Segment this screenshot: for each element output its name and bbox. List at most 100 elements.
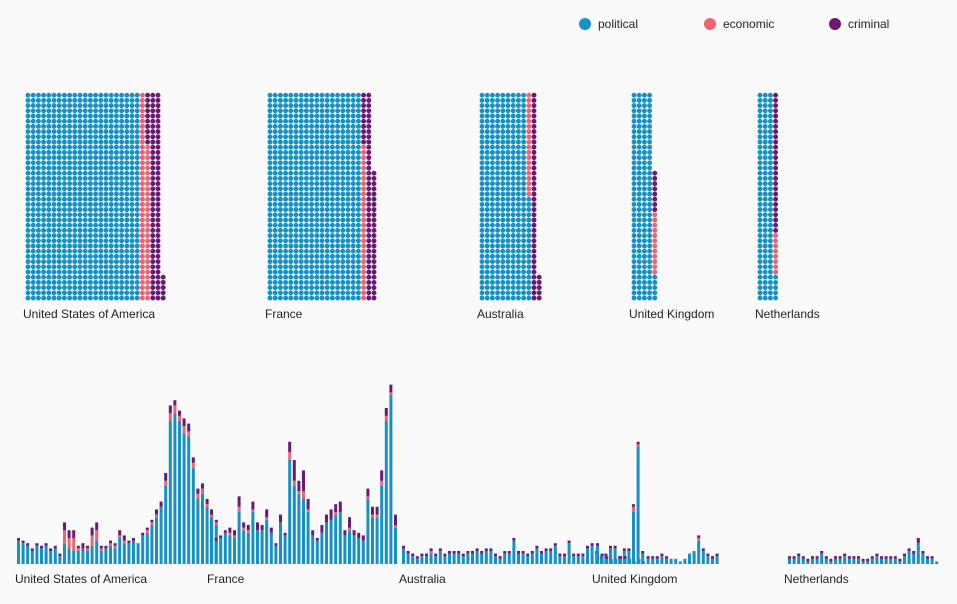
waffle-dot-political	[314, 212, 320, 218]
waffle-dot-criminal	[361, 139, 367, 145]
waffle-dot-political	[329, 113, 335, 119]
waffle-dot-criminal	[531, 144, 537, 150]
waffle-dot-political	[762, 186, 768, 192]
waffle-dot-political	[61, 118, 67, 124]
waffle-dot-political	[495, 238, 501, 244]
waffle-dot-political	[51, 123, 57, 129]
waffle-dot-criminal	[150, 92, 156, 98]
waffle-dot-political	[129, 108, 135, 114]
bar-segment-criminal	[72, 530, 76, 538]
waffle-dot-political	[98, 274, 104, 280]
waffle-dot-criminal	[145, 139, 151, 145]
waffle-country-label: Australia	[477, 307, 524, 321]
waffle-dot-economic	[139, 134, 145, 140]
waffle-dot-political	[35, 97, 41, 103]
waffle-dot-political	[309, 217, 315, 223]
bar-segment-criminal	[609, 545, 612, 549]
waffle-dot-political	[505, 259, 511, 265]
waffle-dot-political	[67, 253, 73, 259]
bar-segment-political	[521, 553, 525, 564]
bar-segment-criminal	[641, 551, 645, 554]
waffle-country-label: France	[265, 307, 303, 321]
waffle-dot-political	[35, 269, 41, 275]
waffle-dot-political	[647, 103, 653, 109]
waffle-dot-political	[98, 144, 104, 150]
waffle-dot-economic	[145, 149, 151, 155]
bar-segment-political	[343, 535, 347, 564]
waffle-dot-political	[41, 264, 47, 270]
waffle-dot-political	[113, 113, 119, 119]
waffle-dot-political	[350, 295, 356, 301]
bar-segment-criminal	[834, 556, 837, 559]
bar-segment-political	[109, 545, 112, 564]
waffle-dot-political	[41, 222, 47, 228]
waffle-dot-political	[647, 243, 653, 249]
waffle-dot-political	[288, 139, 294, 145]
waffle-dot-political	[484, 92, 490, 98]
waffle-dot-political	[495, 264, 501, 270]
waffle-dot-political	[505, 264, 511, 270]
waffle-dot-political	[124, 207, 130, 213]
waffle-dot-political	[762, 259, 768, 265]
bar-segment-criminal	[132, 538, 135, 541]
waffle-dot-political	[505, 113, 511, 119]
waffle-dot-economic	[139, 149, 145, 155]
waffle-dot-political	[500, 290, 506, 296]
waffle-dot-political	[319, 113, 325, 119]
waffle-dot-political	[495, 222, 501, 228]
waffle-dot-political	[98, 97, 104, 103]
waffle-dot-political	[77, 290, 83, 296]
bar-segment-criminal	[402, 545, 405, 549]
bar-segment-criminal	[21, 540, 25, 544]
waffle-dot-political	[335, 123, 341, 129]
waffle-dot-criminal	[366, 290, 372, 296]
waffle-dot-political	[113, 233, 119, 239]
waffle-dot-political	[41, 103, 47, 109]
waffle-dot-political	[319, 212, 325, 218]
bar-segment-political	[609, 548, 612, 564]
waffle-dot-political	[119, 207, 125, 213]
waffle-dot-political	[30, 97, 36, 103]
waffle-dot-political	[56, 149, 62, 155]
bar-segment-economic	[246, 530, 250, 533]
waffle-dot-political	[272, 212, 278, 218]
waffle-dot-political	[510, 217, 516, 223]
waffle-dot-political	[489, 97, 495, 103]
waffle-dot-political	[495, 103, 501, 109]
waffle-dot-political	[124, 233, 130, 239]
waffle-dot-criminal	[371, 233, 377, 239]
waffle-dot-political	[67, 212, 73, 218]
waffle-dot-political	[510, 233, 516, 239]
waffle-dot-political	[636, 139, 642, 145]
bar-segment-political	[371, 517, 374, 564]
waffle-dot-political	[77, 113, 83, 119]
waffle-dot-political	[272, 248, 278, 254]
waffle-dot-political	[82, 279, 88, 285]
waffle-dot-political	[119, 191, 125, 197]
waffle-dot-political	[98, 149, 104, 155]
waffle-dot-political	[51, 238, 57, 244]
waffle-dot-political	[87, 201, 93, 207]
waffle-dot-political	[324, 264, 330, 270]
waffle-dot-political	[119, 108, 125, 114]
waffle-dot-political	[46, 139, 52, 145]
waffle-dot-criminal	[150, 201, 156, 207]
waffle-dot-political	[46, 155, 52, 161]
waffle-dot-political	[314, 144, 320, 150]
waffle-dot-political	[298, 92, 304, 98]
waffle-dot-political	[293, 222, 299, 228]
waffle-dot-political	[500, 269, 506, 275]
waffle-dot-political	[35, 227, 41, 233]
bar-segment-criminal	[622, 548, 626, 551]
bar-segment-political	[674, 558, 678, 564]
waffle-dot-political	[489, 222, 495, 228]
waffle-dot-political	[134, 243, 140, 249]
bar-segment-criminal	[576, 553, 580, 557]
waffle-dot-political	[288, 191, 294, 197]
waffle-dot-political	[340, 264, 346, 270]
waffle-dot-criminal	[371, 295, 377, 301]
waffle-dot-political	[134, 170, 140, 176]
waffle-dot-political	[61, 222, 67, 228]
waffle-dot-political	[641, 97, 647, 103]
waffle-dot-criminal	[155, 217, 161, 223]
